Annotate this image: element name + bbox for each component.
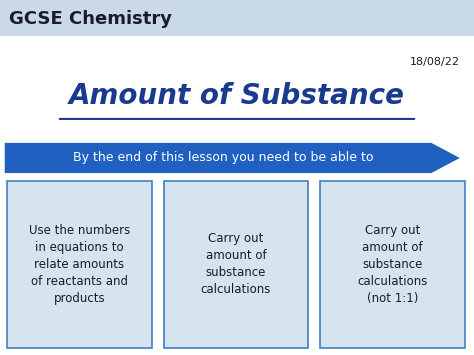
Text: 18/08/22: 18/08/22 bbox=[410, 57, 460, 67]
Text: By the end of this lesson you need to be able to: By the end of this lesson you need to be… bbox=[73, 152, 373, 164]
Text: Carry out
amount of
substance
calculations
(not 1:1): Carry out amount of substance calculatio… bbox=[357, 224, 428, 305]
Text: Use the numbers
in equations to
relate amounts
of reactants and
products: Use the numbers in equations to relate a… bbox=[29, 224, 130, 305]
FancyBboxPatch shape bbox=[164, 181, 308, 348]
FancyBboxPatch shape bbox=[7, 181, 152, 348]
Text: GCSE Chemistry: GCSE Chemistry bbox=[9, 10, 173, 28]
FancyBboxPatch shape bbox=[0, 0, 474, 36]
Polygon shape bbox=[5, 143, 460, 173]
Text: Amount of Substance: Amount of Substance bbox=[69, 82, 405, 110]
Text: Carry out
amount of
substance
calculations: Carry out amount of substance calculatio… bbox=[201, 233, 271, 296]
FancyBboxPatch shape bbox=[320, 181, 465, 348]
